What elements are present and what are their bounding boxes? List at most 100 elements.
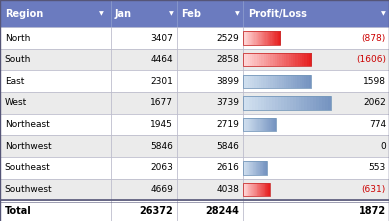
Bar [265, 183, 267, 196]
Text: 4464: 4464 [151, 55, 173, 64]
Bar [325, 96, 328, 110]
Bar [288, 75, 291, 88]
Bar [243, 157, 389, 179]
Bar [251, 161, 252, 175]
Bar [268, 53, 271, 66]
Bar [279, 53, 282, 66]
Bar [256, 161, 257, 175]
Bar [177, 70, 243, 92]
Bar [245, 31, 247, 45]
Bar [252, 161, 254, 175]
Bar [258, 118, 260, 131]
Bar [267, 31, 268, 45]
Bar [111, 157, 177, 179]
Bar [263, 183, 264, 196]
Bar [263, 161, 265, 175]
Bar [302, 75, 305, 88]
Bar [261, 53, 264, 66]
Text: Total: Total [5, 206, 32, 216]
Bar [264, 31, 266, 45]
Bar [258, 31, 260, 45]
Bar [177, 200, 243, 221]
Bar [266, 96, 270, 110]
Bar [253, 183, 254, 196]
Bar [275, 75, 277, 88]
Bar [246, 183, 247, 196]
Bar [253, 118, 254, 131]
Text: Profit/Loss: Profit/Loss [248, 9, 307, 19]
Bar [0, 0, 389, 27]
Bar [277, 75, 280, 88]
Bar [243, 70, 389, 92]
Bar [290, 96, 293, 110]
Text: (878): (878) [362, 34, 386, 42]
Bar [0, 179, 111, 200]
Bar [177, 157, 243, 179]
Bar [291, 75, 293, 88]
Bar [111, 49, 177, 70]
Bar [289, 53, 291, 66]
Text: (631): (631) [362, 185, 386, 194]
Bar [266, 75, 268, 88]
Text: 1598: 1598 [363, 77, 386, 86]
Bar [264, 53, 266, 66]
Bar [282, 75, 284, 88]
Bar [243, 157, 389, 179]
Bar [262, 183, 263, 196]
Bar [269, 31, 271, 45]
Bar [257, 53, 259, 66]
Bar [267, 118, 269, 131]
Text: 5846: 5846 [150, 142, 173, 151]
Text: 3899: 3899 [216, 77, 239, 86]
Bar [247, 161, 248, 175]
Bar [261, 118, 262, 131]
Bar [284, 53, 287, 66]
Bar [275, 53, 278, 66]
Text: 3739: 3739 [216, 99, 239, 107]
Bar [0, 114, 111, 135]
Bar [304, 96, 308, 110]
Text: ▼: ▼ [381, 11, 385, 16]
Bar [258, 183, 259, 196]
Bar [246, 96, 249, 110]
Bar [261, 183, 262, 196]
Bar [245, 161, 246, 175]
Bar [0, 157, 111, 179]
Bar [244, 118, 246, 131]
Text: Feb: Feb [181, 9, 201, 19]
Bar [251, 118, 252, 131]
Bar [243, 161, 266, 175]
Bar [248, 75, 250, 88]
Text: Northeast: Northeast [5, 120, 49, 129]
Bar [243, 75, 311, 88]
Bar [253, 161, 254, 175]
Bar [243, 118, 276, 131]
Bar [250, 183, 252, 196]
Bar [111, 0, 177, 27]
Bar [257, 75, 259, 88]
Text: East: East [5, 77, 24, 86]
Bar [264, 118, 265, 131]
Bar [111, 135, 177, 157]
Bar [177, 200, 243, 221]
Bar [310, 96, 314, 110]
Text: ▼: ▼ [169, 11, 173, 16]
Bar [262, 161, 263, 175]
Bar [249, 118, 250, 131]
Bar [177, 92, 243, 114]
Bar [286, 75, 289, 88]
Bar [252, 161, 253, 175]
Bar [252, 53, 255, 66]
Bar [268, 183, 270, 196]
Text: 26372: 26372 [139, 206, 173, 216]
Bar [270, 75, 273, 88]
Bar [275, 118, 276, 131]
Bar [270, 118, 272, 131]
Bar [256, 183, 257, 196]
Bar [111, 27, 177, 49]
Bar [273, 53, 275, 66]
Bar [281, 96, 284, 110]
Bar [177, 70, 243, 92]
Bar [268, 75, 271, 88]
Bar [250, 75, 252, 88]
